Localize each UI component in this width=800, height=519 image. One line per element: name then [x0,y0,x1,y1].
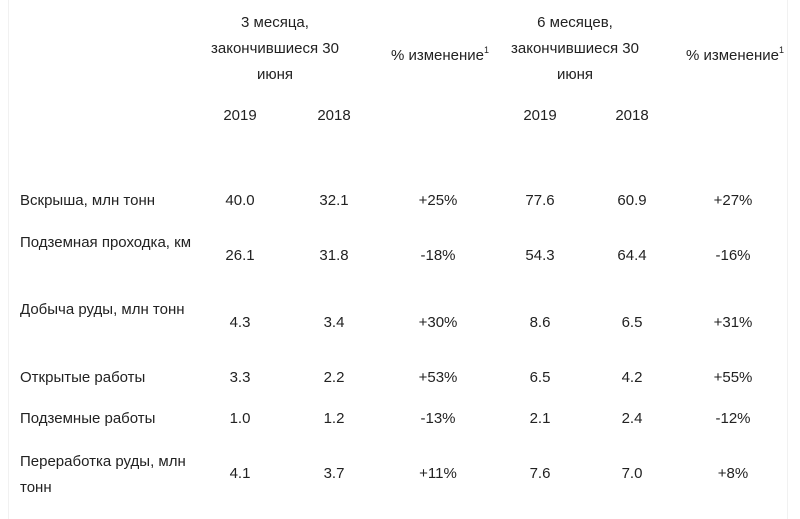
table-cell: 4.2 [621,369,643,386]
header-change-6-months-text: % изменение [685,47,780,64]
year-header: 2018 [615,107,649,124]
table-cell: 26.1 [225,247,255,264]
table-cell: 77.6 [525,192,555,209]
table-cell: +53% [418,369,458,386]
row-label: Подземная проходка, км [20,234,192,251]
table-cell: -12% [715,410,751,427]
row-label: Добыча руды, млн тонн [20,301,185,318]
row-label: Переработка руды, млн тонн [20,453,186,496]
table-cell: -13% [420,410,456,427]
table-cell: -16% [715,247,751,264]
table-cell: 6.5 [621,314,643,331]
table-cell: +8% [717,465,749,482]
table-cell: 2.1 [529,410,551,427]
table-cell: 3.3 [229,369,251,386]
table-cell: 6.5 [529,369,551,386]
table-cell: -18% [420,247,456,264]
table-cell: 1.0 [229,410,251,427]
table-cell: 64.4 [617,247,647,264]
table-cell: 54.3 [525,247,555,264]
table-cell: 7.0 [621,465,643,482]
table-cell: 3.4 [323,314,345,331]
year-header: 2019 [223,107,257,124]
table-cell: +30% [418,314,458,331]
table-cell: 2.2 [323,369,345,386]
table-cell: 31.8 [319,247,349,264]
year-header: 2019 [523,107,557,124]
table-cell: 40.0 [225,192,255,209]
header-3-months: 3 месяца, закончившиеся 30 июня [211,14,339,83]
footnote-marker: 1 [779,45,785,55]
table-cell: 60.9 [617,192,647,209]
header-change-6-months: % изменение1 [680,43,790,69]
row-label: Открытые работы [20,369,146,386]
row-label: Подземные работы [20,410,156,427]
left-divider [8,0,9,519]
table-cell: +11% [419,465,457,482]
year-header: 2018 [317,107,351,124]
table-cell: 1.2 [323,410,345,427]
table-cell: 32.1 [319,192,349,209]
footnote-marker: 1 [484,45,490,55]
table-cell: 4.3 [229,314,251,331]
table-cell: +27% [713,192,753,209]
table-cell: 4.1 [229,465,251,482]
header-change-3-months-text: % изменение [390,47,485,64]
header-6-months: 6 месяцев, закончившиеся 30 июня [511,14,639,83]
table-cell: 2.4 [621,410,643,427]
table-cell: +55% [713,369,753,386]
table-cell: 3.7 [323,465,345,482]
table-cell: 8.6 [529,314,551,331]
header-change-3-months: % изменение1 [385,43,495,69]
right-divider [787,0,788,519]
row-label: Вскрыша, млн тонн [20,192,156,209]
table-cell: +25% [418,192,458,209]
table-cell: +31% [713,314,753,331]
table-cell: 7.6 [529,465,551,482]
